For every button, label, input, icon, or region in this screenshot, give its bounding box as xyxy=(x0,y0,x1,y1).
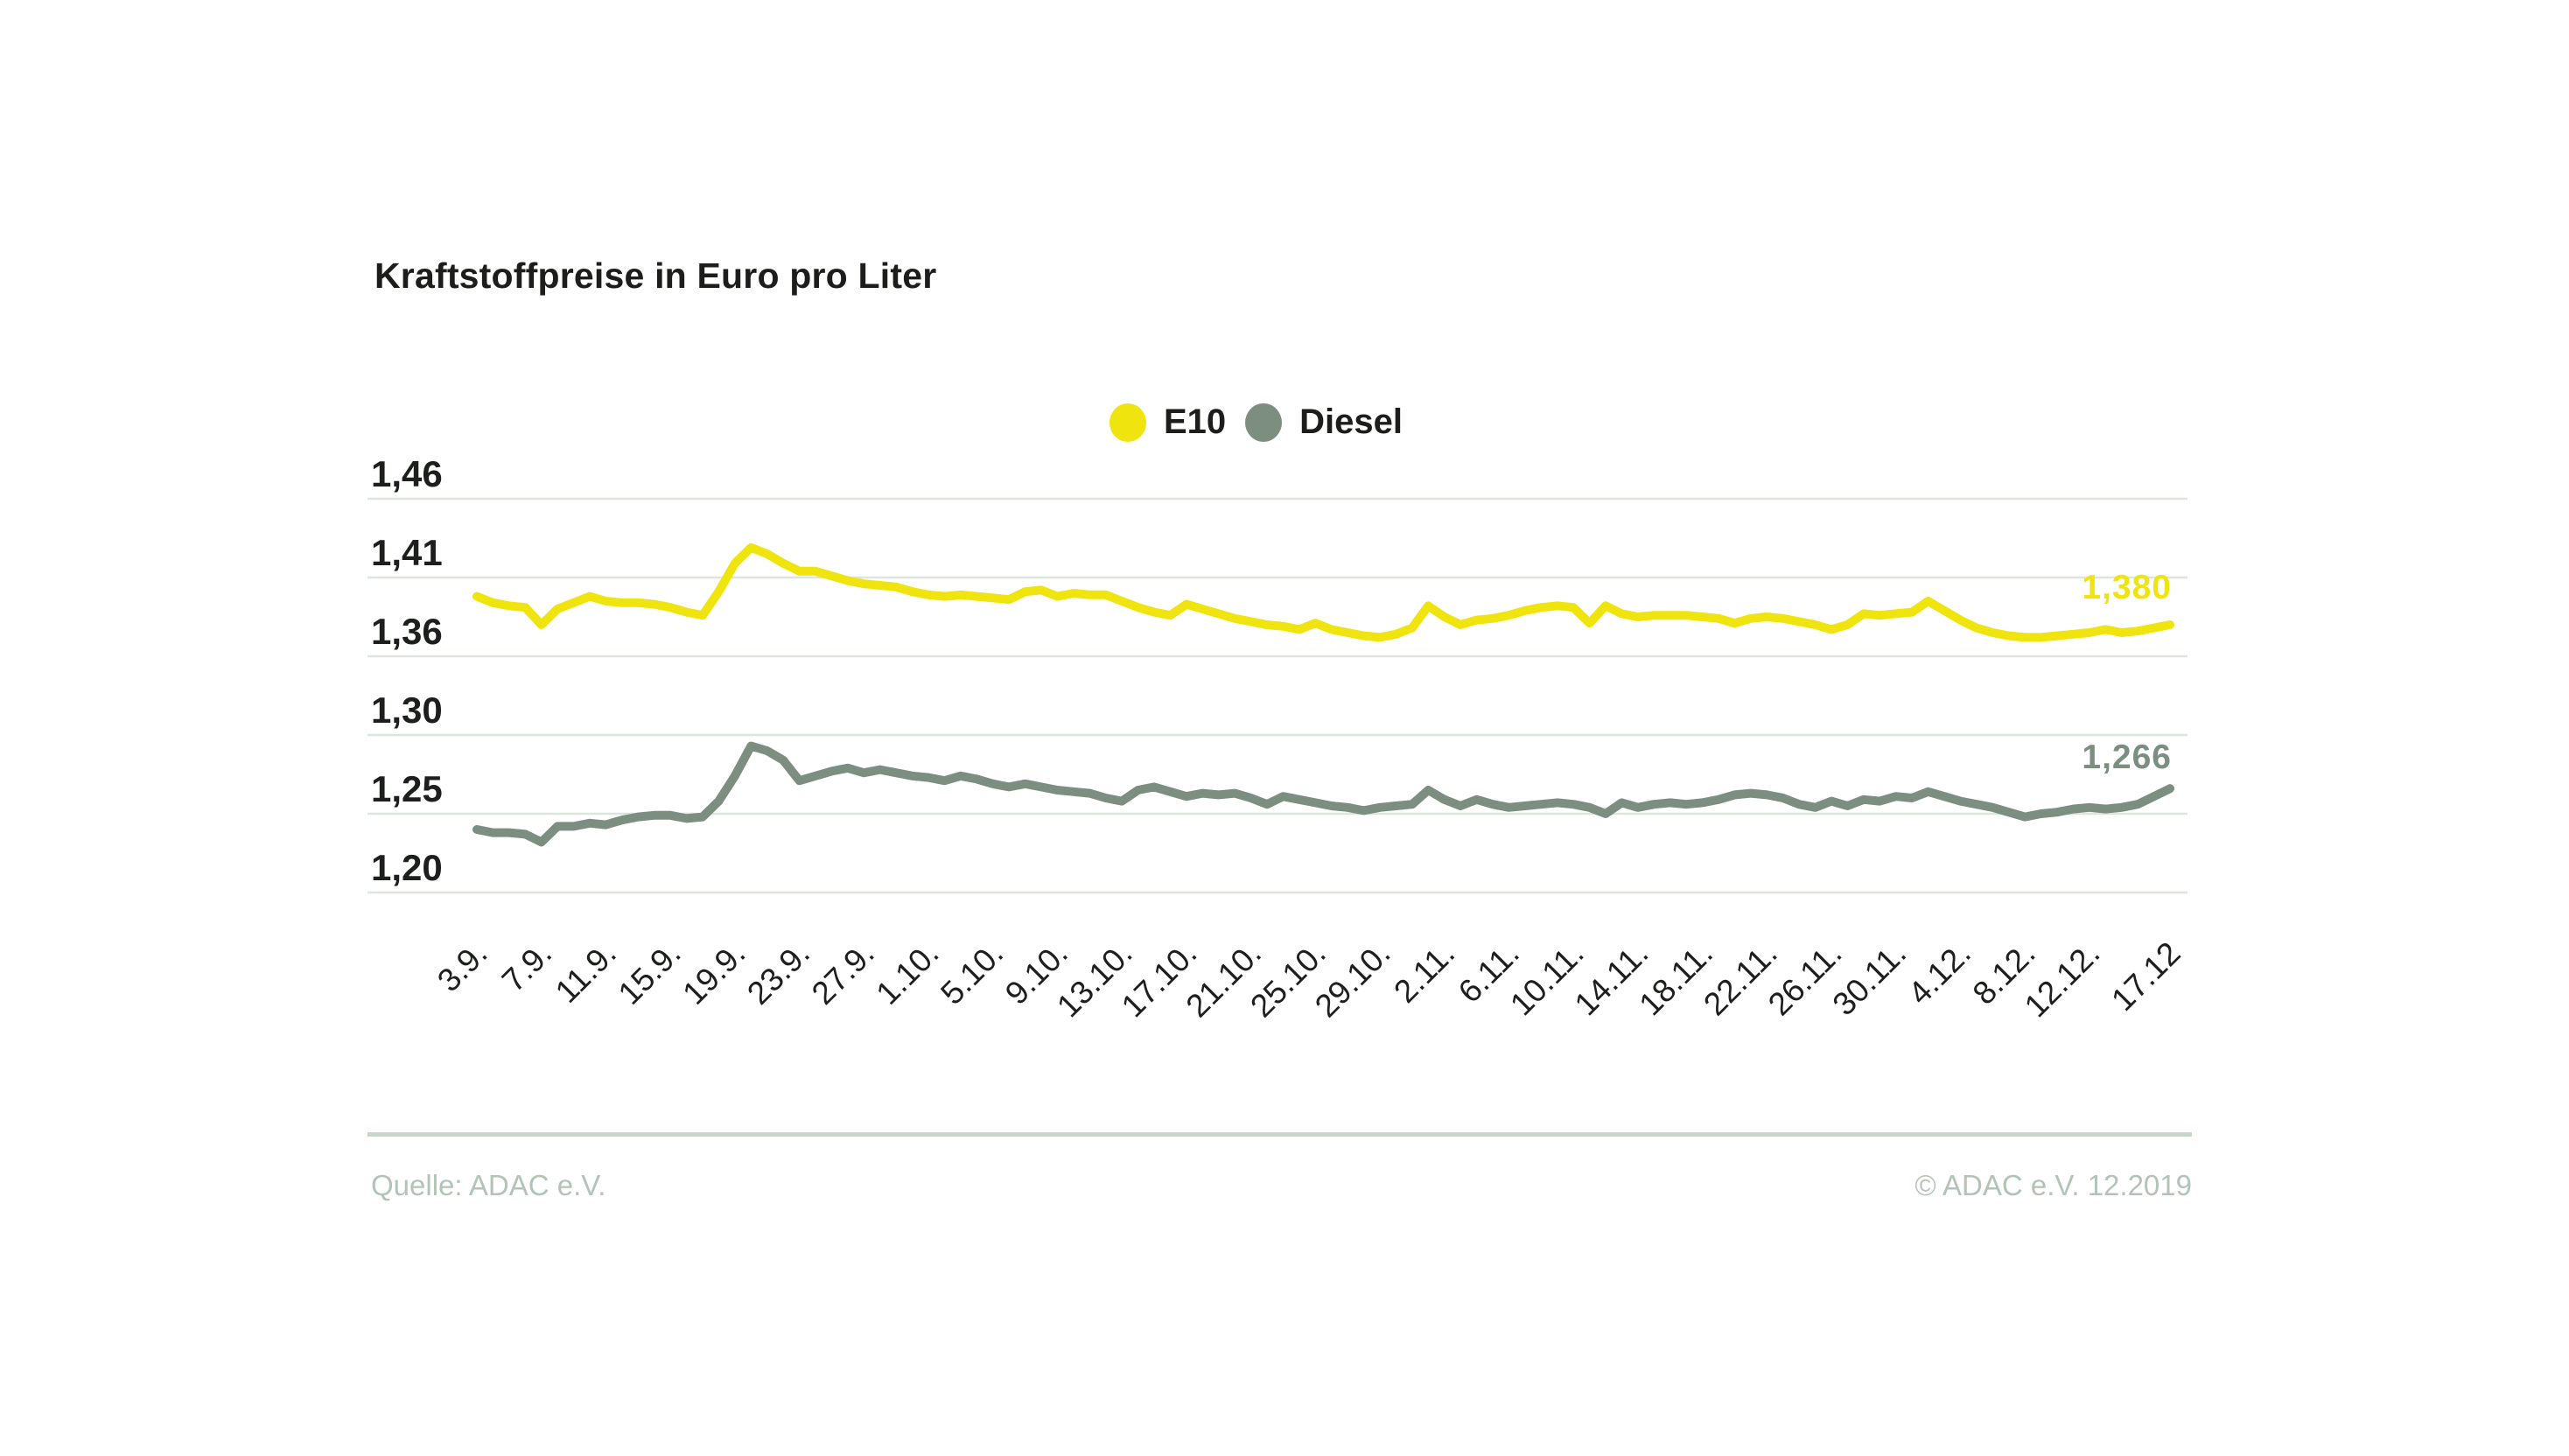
diesel-end-value-label: 1,266 xyxy=(2082,738,2172,776)
x-axis-label: 4.12. xyxy=(1901,935,1978,1012)
legend-item-diesel: Diesel xyxy=(1245,402,1403,442)
x-axis-label: 27.9. xyxy=(805,935,881,1012)
x-axis-label: 5.10. xyxy=(934,935,1010,1012)
x-axis-label: 23.9. xyxy=(740,935,816,1012)
x-axis-label: 10.11. xyxy=(1503,935,1591,1023)
e10-color-dot-icon xyxy=(1110,402,1146,442)
diesel-price-line xyxy=(472,741,2174,847)
x-axis-label: 17.12 xyxy=(2104,935,2187,1018)
x-axis-label: 12.12. xyxy=(2018,935,2107,1025)
x-axis-label: 7.9. xyxy=(495,935,559,999)
diesel-color-dot-icon xyxy=(1245,402,1283,442)
y-axis-label: 1,41 xyxy=(371,532,443,573)
y-axis-label: 1,46 xyxy=(371,453,443,494)
y-axis-label: 1,30 xyxy=(371,690,443,731)
x-axis-label: 22.11. xyxy=(1697,935,1784,1023)
x-axis-label: 30.11. xyxy=(1826,935,1914,1023)
source-note: Quelle: ADAC e.V. xyxy=(371,1169,606,1201)
legend-label-e10: E10 xyxy=(1164,402,1227,441)
x-axis-label: 3.9. xyxy=(430,935,494,999)
y-axis-label: 1,25 xyxy=(371,768,443,809)
x-axis-label: 29.10. xyxy=(1308,935,1397,1025)
y-axis-label: 1,20 xyxy=(371,847,443,888)
chart-legend: E10 Diesel xyxy=(1110,402,1403,442)
footer-divider xyxy=(368,1132,2192,1137)
x-axis-label: 1.10. xyxy=(869,935,945,1012)
legend-item-e10: E10 xyxy=(1110,402,1226,442)
copyright-note: © ADAC e.V. 12.2019 xyxy=(1914,1169,2192,1201)
y-axis-label: 1,36 xyxy=(371,611,443,652)
page-title: Kraftstoffpreise in Euro pro Liter xyxy=(374,256,937,296)
legend-label-diesel: Diesel xyxy=(1299,402,1404,441)
x-axis-label: 2.11. xyxy=(1387,935,1461,1010)
e10-price-line xyxy=(472,542,2174,642)
x-axis-label: 14.11. xyxy=(1568,935,1656,1023)
x-axis-label: 19.9. xyxy=(676,935,752,1012)
x-axis-label: 15.9. xyxy=(612,935,688,1012)
x-axis-label: 11.9. xyxy=(549,935,623,1010)
e10-end-value-label: 1,380 xyxy=(2082,569,2172,606)
x-axis-label: 26.11. xyxy=(1761,935,1849,1023)
x-axis-label: 18.11. xyxy=(1632,935,1719,1023)
